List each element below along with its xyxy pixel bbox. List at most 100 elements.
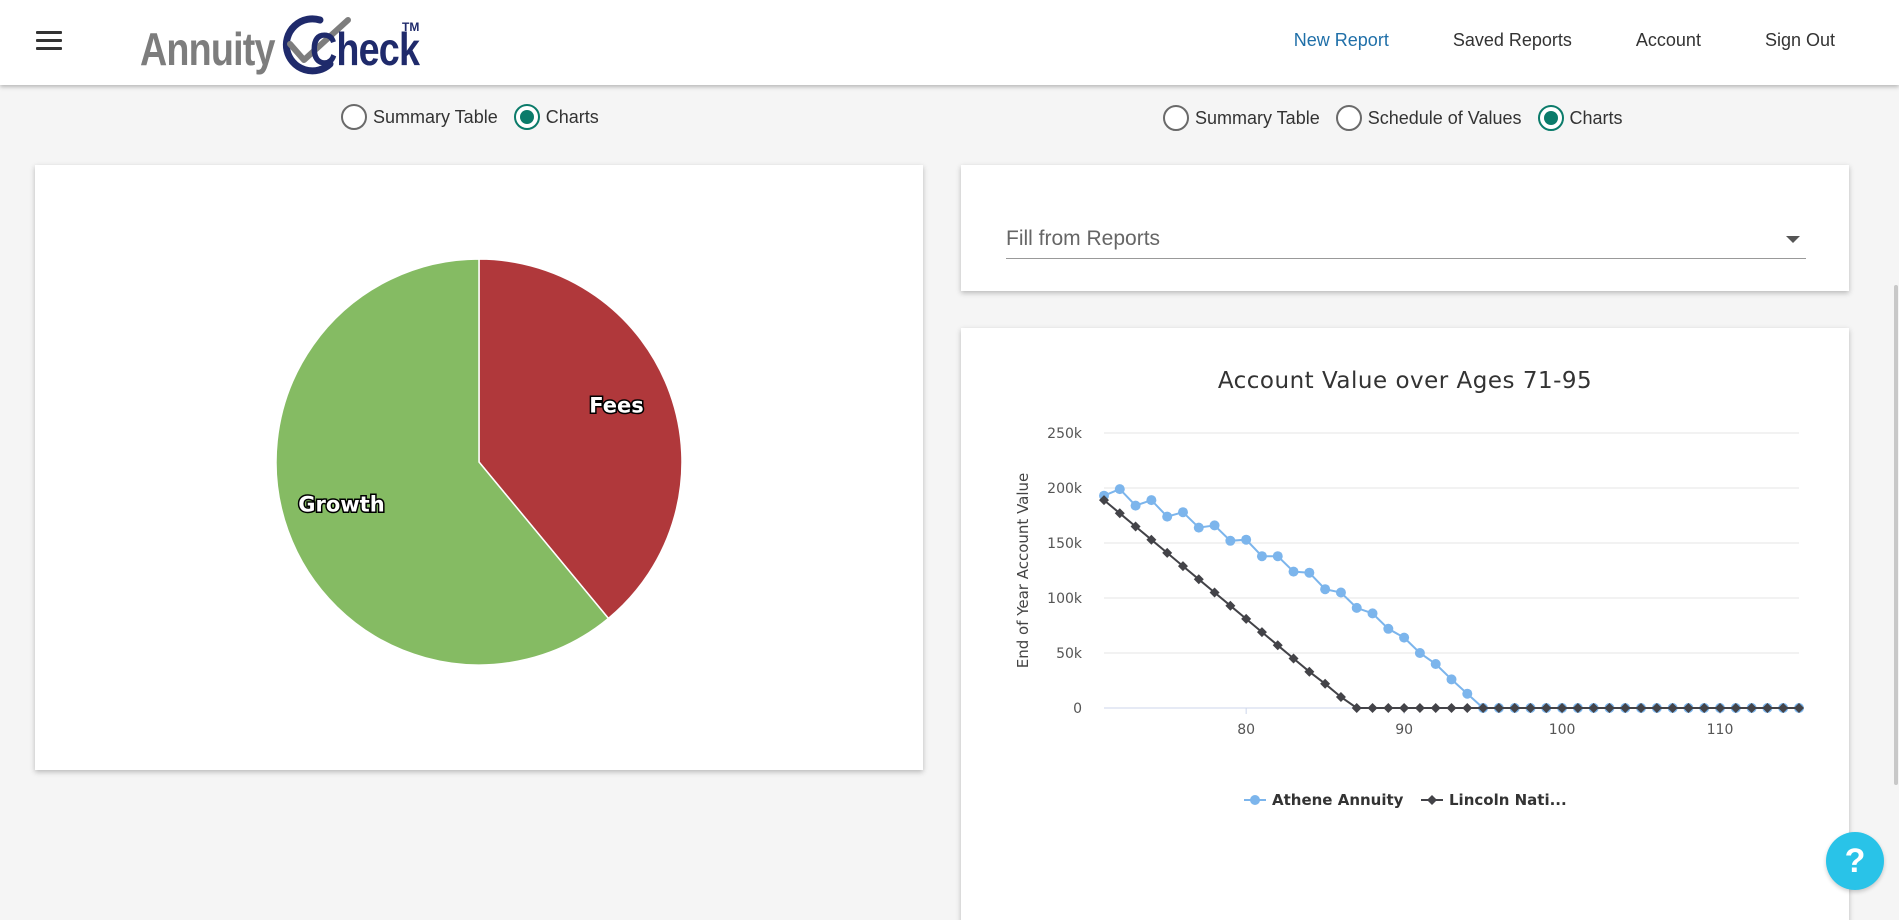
data-point[interactable] [1430,703,1441,713]
nav-sign-out[interactable]: Sign Out [1764,30,1835,50]
radio-checked-icon[interactable] [1537,105,1564,131]
data-point[interactable] [1351,703,1362,713]
data-point[interactable] [1414,648,1425,658]
legend-item-0[interactable]: Athene Annuity [1272,791,1404,809]
nav-new-report[interactable]: New Report [1293,30,1389,50]
pie-chart: Fees Growth [275,258,683,666]
data-point[interactable] [1193,522,1204,533]
right-radio-summary-table[interactable]: Summary Table [1163,105,1320,131]
logo-text-check: Check [310,23,420,75]
data-point[interactable] [1146,495,1157,506]
data-point[interactable] [1162,511,1173,522]
data-point[interactable] [1446,703,1457,713]
annuitycheck-logo[interactable]: Annuity Check TM [140,8,420,76]
nav-saved-reports[interactable]: Saved Reports [1452,30,1572,50]
page-scrollbar[interactable] [1894,285,1898,785]
help-button[interactable]: ? [1826,832,1884,890]
radio-unchecked-icon[interactable] [1335,105,1362,131]
right-radio-charts[interactable]: Charts [1537,105,1623,131]
data-point[interactable] [1462,688,1473,699]
data-point[interactable] [1715,703,1726,713]
dropdown-arrow-icon[interactable] [1786,236,1800,243]
data-point[interactable] [1778,703,1789,713]
menu-icon[interactable] [36,31,62,51]
y-tick-label: 250k [1047,426,1083,442]
data-point[interactable] [1099,495,1109,506]
pie-slice-growth[interactable] [275,258,610,666]
data-point[interactable] [1572,703,1583,713]
line-chart-card: Account Value over Ages 71-95 0 50k 100k 15… [961,328,1849,920]
data-point[interactable] [1557,703,1568,713]
pie-slice-fees[interactable] [478,258,683,620]
logo-text-annuity: Annuity [140,23,275,75]
data-point[interactable] [1430,659,1441,669]
data-point[interactable] [1446,674,1457,685]
data-point[interactable] [1367,608,1378,619]
fill-from-reports-select[interactable]: Fill from Reports [1006,225,1806,259]
right-radio-schedule-of-values[interactable]: Schedule of Values [1335,105,1522,131]
data-point[interactable] [1335,587,1346,598]
data-point[interactable] [1288,653,1299,664]
data-point[interactable] [1651,703,1662,713]
data-point[interactable] [1730,703,1741,713]
data-point[interactable] [1272,640,1283,651]
data-point[interactable] [1683,703,1694,713]
data-point[interactable] [1762,703,1773,713]
data-point[interactable] [1367,703,1378,713]
data-point[interactable] [1667,703,1678,713]
radio-unchecked-icon[interactable] [1163,105,1189,131]
data-point[interactable] [1399,632,1410,643]
data-point[interactable] [1320,678,1331,689]
data-point[interactable] [1114,508,1125,519]
data-point[interactable] [1604,703,1615,713]
data-point[interactable] [1335,692,1346,702]
data-point[interactable] [1383,623,1394,634]
data-point[interactable] [1193,574,1204,585]
radio-label: Charts [1569,107,1623,128]
left-radio-charts[interactable]: Charts [513,104,599,130]
data-point[interactable] [1162,547,1173,558]
data-point[interactable] [1399,703,1410,713]
data-point[interactable] [1114,484,1125,495]
data-point[interactable] [1225,600,1236,611]
left-radio-summary-table[interactable]: Summary Table [341,104,498,130]
data-point[interactable] [1383,703,1394,713]
data-point[interactable] [1746,703,1757,713]
data-point[interactable] [1272,551,1283,562]
data-point[interactable] [1241,613,1252,624]
data-point[interactable] [1414,703,1425,713]
data-point[interactable] [1209,587,1220,598]
data-point[interactable] [1462,703,1473,713]
data-point[interactable] [1256,551,1267,562]
select-label: Fill from Reports [1006,227,1161,250]
data-point[interactable] [1130,521,1141,532]
data-point[interactable] [1304,666,1315,677]
data-point[interactable] [1493,703,1504,713]
data-point[interactable] [1225,535,1236,546]
data-point[interactable] [1588,703,1599,713]
y-tick-label: 100k [1047,591,1083,607]
data-point[interactable] [1478,703,1489,713]
data-point[interactable] [1177,507,1188,518]
radio-unchecked-icon[interactable] [341,104,367,130]
data-point[interactable] [1146,534,1157,545]
data-point[interactable] [1525,703,1536,713]
radio-checked-icon[interactable] [513,104,540,130]
legend-item-1[interactable]: Lincoln Nati... [1449,791,1567,809]
data-point[interactable] [1699,703,1710,713]
data-point[interactable] [1288,566,1299,577]
data-point[interactable] [1304,567,1315,578]
data-point[interactable] [1177,561,1188,572]
data-point[interactable] [1256,627,1267,638]
data-point[interactable] [1541,703,1552,713]
data-point[interactable] [1636,703,1647,713]
nav-account[interactable]: Account [1635,30,1701,50]
data-point[interactable] [1509,703,1520,713]
data-point[interactable] [1241,534,1252,545]
data-point[interactable] [1794,703,1804,713]
data-point[interactable] [1130,500,1141,511]
data-point[interactable] [1351,602,1362,613]
data-point[interactable] [1620,703,1631,713]
data-point[interactable] [1320,584,1331,595]
data-point[interactable] [1209,520,1220,531]
